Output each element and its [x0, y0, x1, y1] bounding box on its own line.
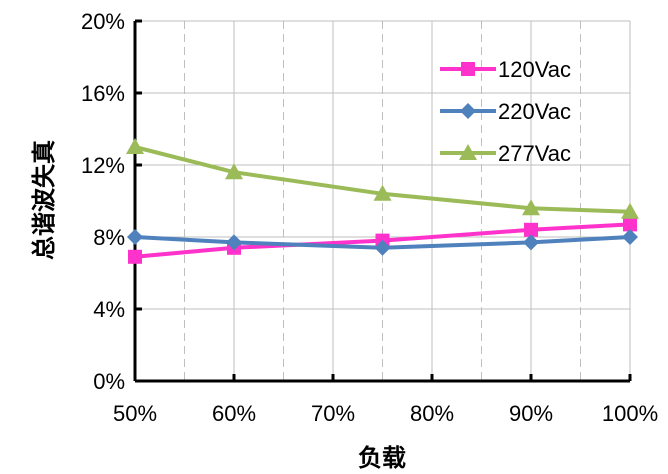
grid [135, 20, 631, 381]
data-point [524, 222, 538, 237]
y-tick-label: 4% [93, 297, 125, 322]
legend-label: 120Vac [498, 57, 571, 82]
x-tick-label: 60% [212, 401, 256, 426]
y-tick-label: 16% [81, 81, 125, 106]
x-tick-label: 100% [602, 401, 658, 426]
y-axis-title: 总谐波失真 [30, 140, 58, 260]
data-point [623, 217, 637, 232]
x-tick-label: 90% [509, 401, 553, 426]
data-point [621, 202, 639, 219]
data-point [622, 229, 638, 245]
legend-label: 277Vac [498, 141, 571, 166]
legend-entry: 277Vac [440, 141, 571, 166]
series-277Vac [126, 138, 639, 219]
x-tick-label: 50% [113, 401, 157, 426]
x-axis-title: 负载 [358, 444, 406, 472]
series-group [126, 138, 639, 264]
y-tick-label: 8% [93, 225, 125, 250]
legend-marker [461, 62, 475, 76]
legend-marker [460, 103, 476, 119]
x-tick-label: 70% [311, 401, 355, 426]
y-tick-label: 0% [93, 369, 125, 394]
data-point [374, 239, 391, 256]
y-tick-label: 12% [81, 153, 125, 178]
data-point [522, 199, 540, 216]
y-tick-label: 20% [81, 9, 125, 34]
data-point [126, 138, 144, 154]
legend-entry: 220Vac [440, 99, 571, 124]
legend-label: 220Vac [498, 99, 571, 124]
legend-entry: 120Vac [440, 57, 571, 82]
legend: 120Vac 220Vac 277Vac [440, 57, 571, 166]
series-220Vac [127, 229, 638, 256]
x-tick-label: 80% [410, 401, 454, 426]
tick-labels: 0% 4% 8% 12% 16% 20% 50% 60% 70% 80% 90% 100% [81, 9, 658, 426]
data-point [127, 229, 143, 245]
data-point [128, 249, 142, 264]
data-point [523, 234, 539, 251]
data-point [225, 163, 243, 180]
data-point [226, 234, 242, 251]
data-point [373, 184, 392, 201]
legend-marker [459, 144, 477, 160]
